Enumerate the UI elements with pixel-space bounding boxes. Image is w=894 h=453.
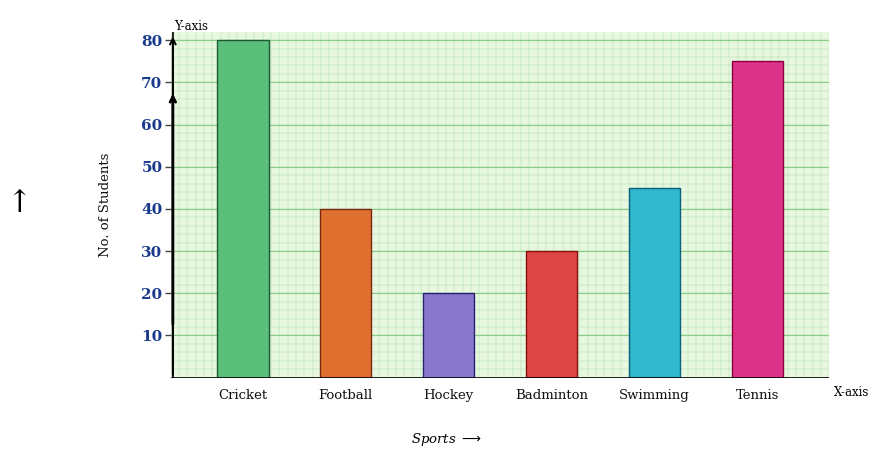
Bar [731, 61, 783, 378]
Bar [526, 251, 578, 378]
Text: Y-axis: Y-axis [174, 19, 208, 33]
Bar [423, 293, 475, 378]
Bar [320, 209, 371, 378]
Bar [628, 188, 680, 378]
Y-axis label: No. of Students: No. of Students [98, 153, 112, 257]
Bar [217, 40, 268, 378]
Text: Sports $\longrightarrow$: Sports $\longrightarrow$ [411, 431, 483, 448]
Text: X-axis: X-axis [834, 386, 870, 399]
Text: ↑: ↑ [7, 188, 32, 219]
